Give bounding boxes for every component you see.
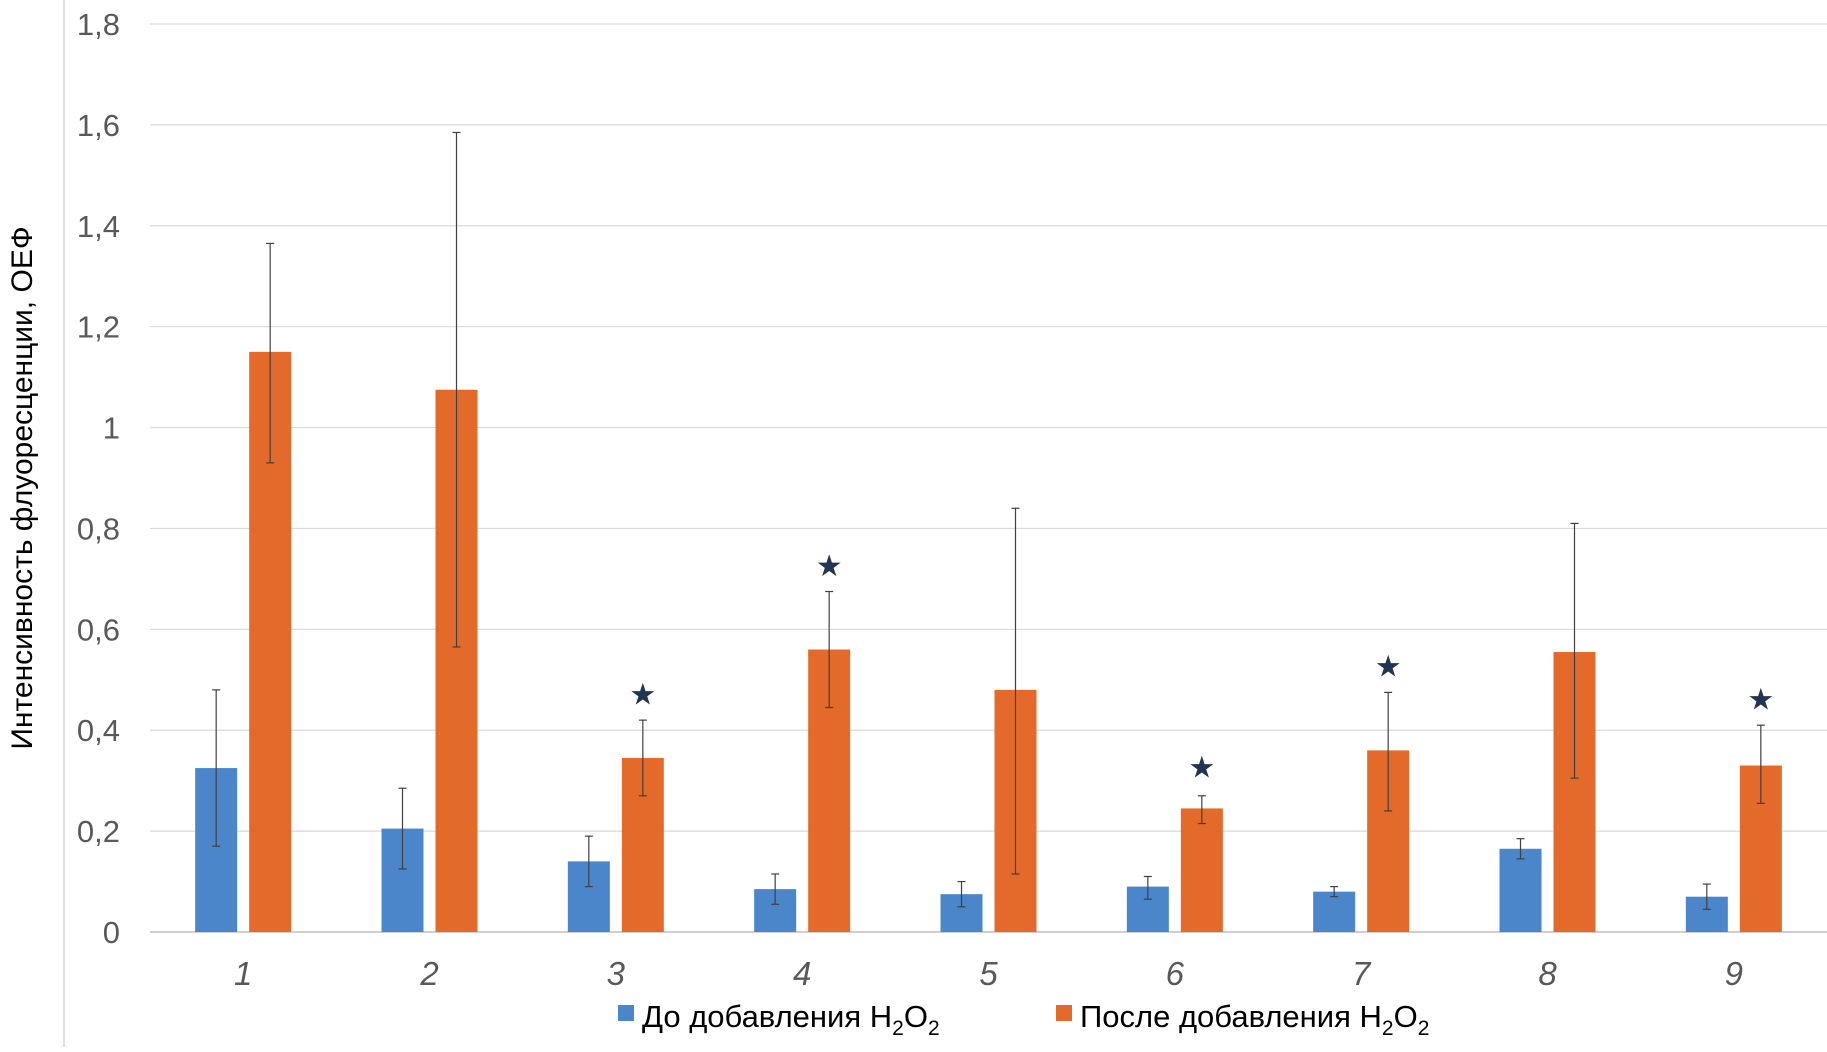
significance-star: ★: [1375, 651, 1402, 684]
x-tick-label: 6: [1166, 955, 1185, 992]
y-axis-title: Интенсивность флуоресценции, ОЕФ: [6, 226, 39, 749]
bar-series1-cat-7: [1313, 891, 1356, 932]
x-tick-label: 2: [419, 955, 438, 992]
y-tick-label: 1,8: [77, 7, 120, 42]
y-tick-label: 0,2: [77, 814, 120, 849]
legend-label-series2: После добавления H2O2: [1080, 999, 1429, 1040]
significance-star: ★: [816, 550, 843, 583]
x-tick-label: 4: [793, 955, 811, 992]
bar-series2-cat-6: [1180, 808, 1223, 932]
x-tick-label: 3: [607, 955, 626, 992]
y-tick-label: 1,6: [77, 108, 120, 143]
significance-star: ★: [1747, 683, 1774, 716]
y-tick-label: 1,4: [77, 209, 120, 244]
x-tick-label: 8: [1538, 955, 1557, 992]
y-tick-label: 1: [103, 411, 120, 446]
y-tick-label: 0,6: [77, 612, 120, 647]
significance-star: ★: [1188, 752, 1215, 785]
significance-star: ★: [629, 678, 656, 711]
y-tick-label: 0: [103, 915, 120, 950]
bar-series1-cat-8: [1499, 848, 1542, 932]
x-tick-label: 1: [234, 955, 252, 992]
x-tick-label: 7: [1352, 955, 1372, 992]
y-tick-label: 0,4: [77, 713, 120, 748]
legend-label-series1: До добавления H2O2: [642, 999, 940, 1040]
x-tick-label: 9: [1725, 955, 1743, 992]
y-tick-label: 1,2: [77, 310, 120, 345]
legend-swatch-series2: [1056, 1005, 1072, 1021]
legend-swatch-series1: [618, 1005, 634, 1021]
x-tick-label: 5: [979, 955, 998, 992]
y-tick-label: 0,8: [77, 511, 120, 546]
